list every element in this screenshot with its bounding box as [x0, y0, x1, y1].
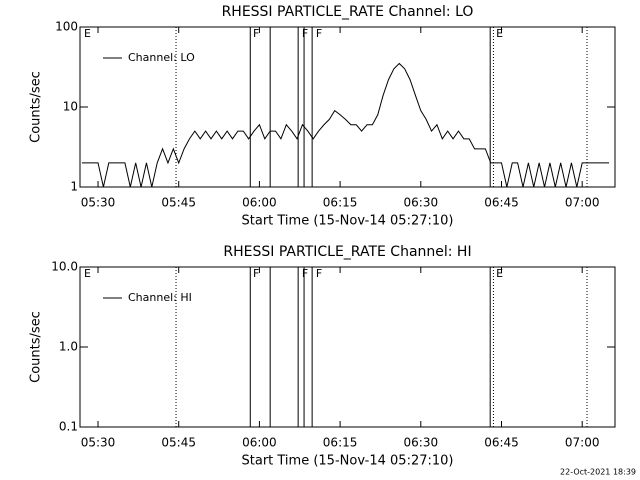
flag-label: F — [302, 267, 308, 280]
flag-label: F — [253, 267, 259, 280]
flag-label: E — [84, 27, 91, 40]
x-axis-label: Start Time (15-Nov-14 05:27:10) — [242, 214, 454, 229]
data-line — [81, 62, 610, 188]
x-axis-label: Start Time (15-Nov-14 05:27:10) — [242, 454, 454, 469]
flag-label: E — [496, 27, 503, 40]
x-tick-label: 06:45 — [484, 436, 519, 450]
legend-label: Channel: HI — [128, 291, 192, 304]
y-tick-label: 100 — [55, 20, 78, 34]
x-tick-label: 05:45 — [161, 436, 196, 450]
x-tick-label: 06:15 — [323, 196, 358, 210]
x-tick-label: 06:00 — [242, 196, 277, 210]
y-tick-label: 1.0 — [59, 340, 78, 354]
y-tick-label: 10 — [63, 100, 78, 114]
x-tick-label: 06:30 — [404, 436, 439, 450]
flag-label: F — [302, 27, 308, 40]
y-tick-label: 1 — [70, 180, 78, 194]
chart-title: RHESSI PARTICLE_RATE Channel: LO — [222, 4, 474, 20]
y-axis-label: Counts/sec — [29, 311, 44, 383]
flag-label: E — [496, 267, 503, 280]
x-tick-label: 06:00 — [242, 436, 277, 450]
legend-label: Channel: LO — [128, 51, 195, 64]
y-tick-label: 0.1 — [59, 420, 78, 434]
flag-label: E — [84, 267, 91, 280]
x-tick-label: 06:45 — [484, 196, 519, 210]
flag-label: F — [253, 27, 259, 40]
x-tick-label: 06:15 — [323, 436, 358, 450]
x-tick-label: 05:30 — [81, 196, 116, 210]
flag-label: F — [316, 267, 322, 280]
y-axis-label: Counts/sec — [29, 71, 44, 143]
x-tick-label: 06:30 — [404, 196, 439, 210]
x-tick-label: 07:00 — [565, 196, 600, 210]
x-tick-label: 07:00 — [565, 436, 600, 450]
timestamp: 22-Oct-2021 18:39 — [560, 468, 636, 477]
y-tick-label: 10.0 — [51, 260, 78, 274]
x-tick-label: 05:30 — [81, 436, 116, 450]
chart-title: RHESSI PARTICLE_RATE Channel: HI — [223, 244, 471, 260]
x-tick-label: 05:45 — [161, 196, 196, 210]
flag-label: F — [316, 27, 322, 40]
